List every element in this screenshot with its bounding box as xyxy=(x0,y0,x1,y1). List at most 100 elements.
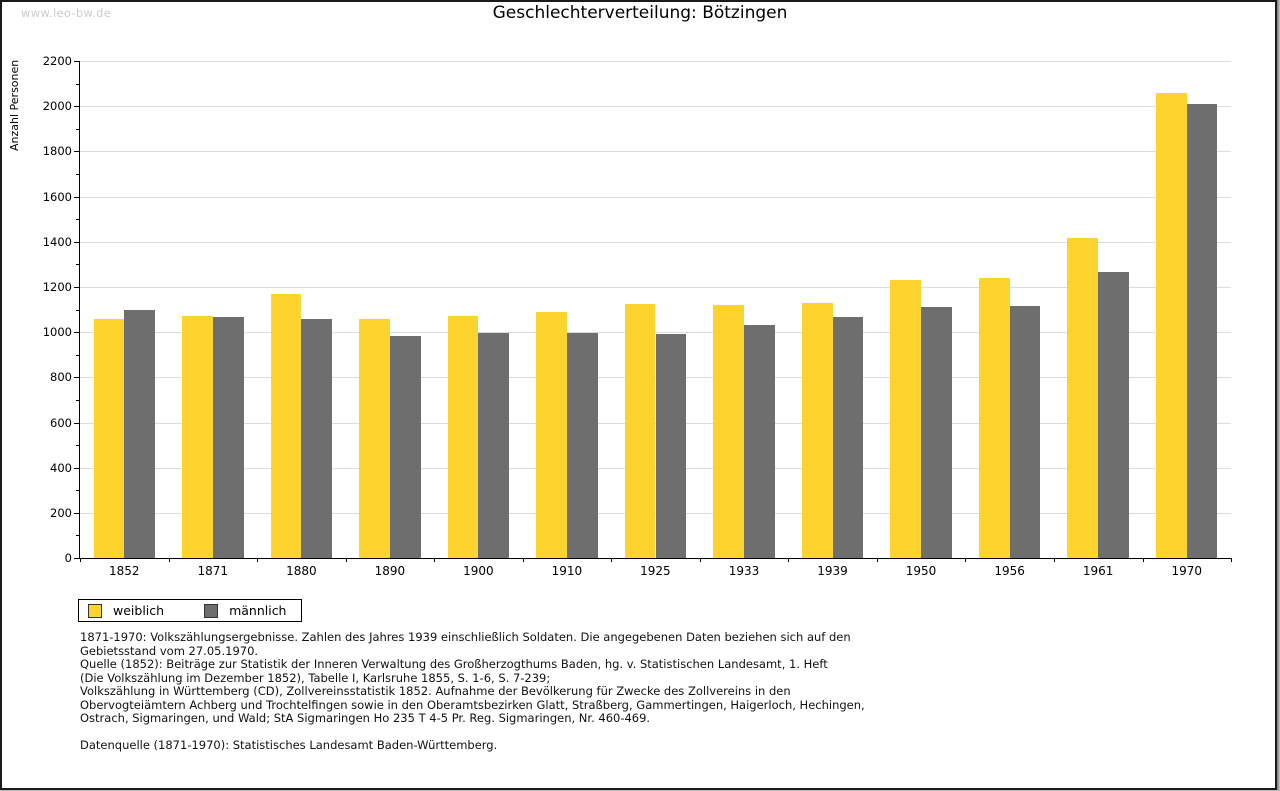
x-axis-tick xyxy=(257,558,259,562)
footer-line: Gebietsstand vom 27.05.1970. xyxy=(80,643,259,658)
legend-item-maennlich: männlich xyxy=(204,603,286,618)
y-axis-minor-tick xyxy=(76,309,79,311)
y-axis-tick-label: 1400 xyxy=(42,234,72,249)
x-axis-tick xyxy=(699,558,701,562)
y-axis-tick-label: 800 xyxy=(50,370,72,385)
y-axis-tick xyxy=(74,196,79,198)
legend-item-weiblich: weiblich xyxy=(88,603,164,618)
legend-label-maennlich: männlich xyxy=(229,603,287,618)
x-axis-tick xyxy=(611,558,613,562)
bar-weiblich-1956 xyxy=(978,277,1010,558)
footer-line xyxy=(80,726,1260,740)
x-axis-label: 1900 xyxy=(463,564,494,578)
bar-maennlich-1910 xyxy=(567,333,598,558)
x-axis-label: 1939 xyxy=(817,564,848,578)
x-axis-tick xyxy=(1053,558,1055,562)
source-notes: 1871-1970: Volkszählungsergebnisse. Zahl… xyxy=(80,630,1260,753)
legend-swatch-weiblich xyxy=(88,603,102,618)
x-axis-label: 1956 xyxy=(994,564,1025,578)
y-axis-minor-tick xyxy=(76,264,79,266)
bar-weiblich-1939 xyxy=(801,302,833,558)
gridline xyxy=(80,106,1231,108)
y-axis-tick xyxy=(74,422,79,424)
bar-maennlich-1970 xyxy=(1186,103,1218,558)
bar-weiblich-1950 xyxy=(890,280,922,558)
x-axis-tick xyxy=(434,558,436,562)
gridline xyxy=(80,286,1231,288)
chart-title: Geschlechterverteilung: Bötzingen xyxy=(492,3,788,23)
y-axis-tick-label: 2200 xyxy=(42,54,72,68)
y-axis-minor-tick xyxy=(76,174,79,175)
x-axis-tick xyxy=(80,558,81,562)
y-axis-tick xyxy=(74,151,79,153)
bar-weiblich-1970 xyxy=(1155,93,1187,558)
footer-line: Obervogteiämtern Achberg und Trochtelfin… xyxy=(80,697,865,712)
footer-line: (Die Volkszählung im Dezember 1852), Tab… xyxy=(80,670,551,685)
x-axis-line xyxy=(79,558,1232,559)
x-axis-label: 1890 xyxy=(374,564,406,578)
gridline xyxy=(80,241,1231,243)
bar-maennlich-1956 xyxy=(1009,306,1041,558)
bar-maennlich-1871 xyxy=(212,317,244,558)
window-edge-right xyxy=(1277,0,1280,791)
x-axis-label: 1925 xyxy=(640,564,671,578)
y-axis-tick xyxy=(74,106,79,108)
bar-maennlich-1950 xyxy=(921,307,952,558)
y-axis-minor-tick xyxy=(76,83,79,85)
x-axis-tick xyxy=(522,558,524,562)
x-axis-label: 1950 xyxy=(905,564,937,578)
bar-maennlich-1852 xyxy=(124,309,156,558)
legend-swatch-maennlich xyxy=(204,603,219,618)
bar-weiblich-1933 xyxy=(713,304,744,558)
y-axis-minor-tick xyxy=(76,219,79,221)
y-axis-minor-tick xyxy=(76,445,79,446)
bar-maennlich-1939 xyxy=(832,317,864,558)
y-axis-tick xyxy=(74,332,79,334)
y-axis-tick-label: 1200 xyxy=(42,279,72,294)
bar-weiblich-1900 xyxy=(447,316,479,558)
y-axis-tick-label: 600 xyxy=(50,415,72,430)
gridline xyxy=(80,61,1231,62)
legend: weiblich männlich xyxy=(78,599,303,622)
footer-line: Datenquelle (1871-1970): Statistisches L… xyxy=(80,738,498,752)
footer-line: Quelle (1852): Beiträge zur Statistik de… xyxy=(80,657,828,671)
y-axis-tick-label: 200 xyxy=(50,505,72,520)
x-axis-tick xyxy=(1231,558,1232,562)
x-axis-label: 1852 xyxy=(108,564,140,578)
bar-maennlich-1880 xyxy=(301,318,333,558)
bar-weiblich-1961 xyxy=(1067,238,1099,558)
watermark-leo-bw: www.leo-bw.de xyxy=(21,6,112,20)
bar-weiblich-1871 xyxy=(182,316,213,558)
y-axis-tick-label: 1600 xyxy=(42,189,72,204)
x-axis-tick xyxy=(965,558,967,562)
y-axis-tick xyxy=(74,512,79,514)
y-axis-tick xyxy=(74,61,79,62)
y-axis-minor-tick xyxy=(76,128,79,130)
bar-weiblich-1910 xyxy=(536,311,567,558)
y-axis-minor-tick xyxy=(76,399,79,401)
bar-maennlich-1961 xyxy=(1098,272,1129,558)
x-axis-label: 1880 xyxy=(286,564,317,578)
x-axis-tick xyxy=(1142,558,1144,562)
y-axis-minor-tick xyxy=(76,354,79,356)
y-axis-tick xyxy=(74,286,79,288)
y-axis-tick-label: 400 xyxy=(50,460,72,475)
y-axis-tick xyxy=(74,467,79,469)
bar-weiblich-1925 xyxy=(624,303,656,558)
gridline xyxy=(80,332,1231,334)
y-axis-tick-label: 0 xyxy=(64,551,72,565)
y-axis-minor-tick xyxy=(76,490,79,492)
bar-maennlich-1925 xyxy=(655,334,687,558)
x-axis-label: 1970 xyxy=(1171,564,1203,578)
legend-label-weiblich: weiblich xyxy=(113,603,165,618)
x-axis-label: 1933 xyxy=(728,564,760,578)
bar-weiblich-1890 xyxy=(359,318,390,558)
x-axis-tick xyxy=(168,558,170,562)
gridline xyxy=(80,151,1231,153)
y-axis-tick-label: 1800 xyxy=(42,144,72,159)
x-axis-tick xyxy=(876,558,878,562)
footer-line: Volkszählung in Württemberg (CD), Zollve… xyxy=(80,684,791,698)
bar-weiblich-1852 xyxy=(93,318,125,558)
